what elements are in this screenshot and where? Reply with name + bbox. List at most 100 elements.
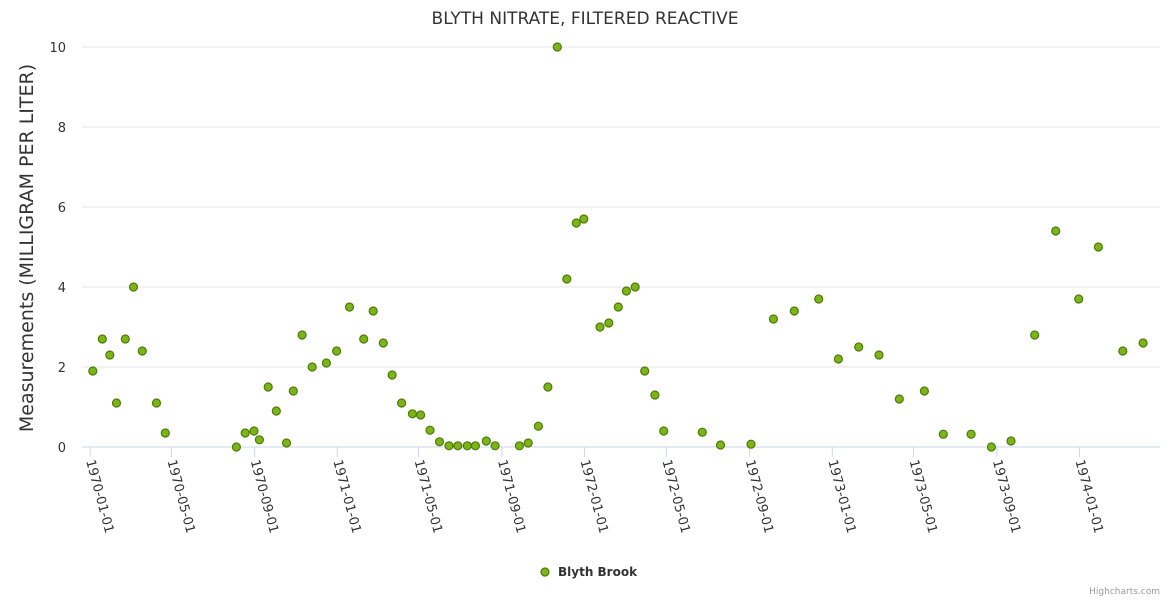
y-axis-ticks: 0 2 4 6 8 10: [49, 41, 66, 456]
y-tick-label: 10: [49, 41, 66, 56]
data-point[interactable]: [231, 442, 241, 452]
data-point[interactable]: [387, 370, 397, 380]
data-point[interactable]: [249, 426, 259, 436]
data-point[interactable]: [425, 425, 435, 435]
y-tick-label: 8: [58, 121, 66, 136]
data-point[interactable]: [481, 436, 491, 446]
x-tick-label: 1972-01-01: [577, 458, 611, 535]
data-point[interactable]: [715, 440, 726, 450]
data-point[interactable]: [650, 390, 660, 400]
x-tick-label: 1971-05-01: [411, 458, 445, 535]
data-point[interactable]: [814, 294, 824, 304]
x-tick-label: 1973-01-01: [824, 458, 858, 535]
x-tick-label: 1970-01-01: [82, 458, 116, 535]
x-tick-label: 1974-01-01: [1072, 458, 1106, 535]
y-tick-label: 0: [58, 441, 66, 456]
data-point[interactable]: [789, 306, 799, 316]
data-point[interactable]: [552, 42, 562, 52]
data-point[interactable]: [307, 362, 317, 372]
data-point[interactable]: [854, 342, 864, 352]
x-tick-label: 1971-09-01: [494, 458, 528, 535]
data-point[interactable]: [543, 382, 553, 392]
grid-lines: [82, 46, 1160, 368]
data-point[interactable]: [490, 441, 500, 451]
credits-link[interactable]: Highcharts.com: [1089, 587, 1160, 597]
data-point[interactable]: [621, 286, 632, 296]
data-point[interactable]: [88, 366, 98, 376]
data-point[interactable]: [281, 438, 292, 448]
data-point[interactable]: [271, 406, 281, 416]
legend[interactable]: Blyth Brook: [540, 565, 638, 579]
data-point[interactable]: [562, 274, 572, 284]
data-point[interactable]: [397, 398, 407, 408]
data-point[interactable]: [434, 437, 445, 447]
data-point[interactable]: [768, 314, 779, 324]
x-tick-label: 1972-05-01: [659, 458, 693, 535]
data-point[interactable]: [359, 334, 369, 344]
data-point[interactable]: [595, 322, 605, 332]
data-point[interactable]: [344, 302, 355, 312]
data-point[interactable]: [571, 218, 581, 228]
data-point[interactable]: [462, 441, 472, 451]
data-point[interactable]: [579, 214, 589, 224]
data-point[interactable]: [630, 282, 640, 292]
data-point[interactable]: [137, 346, 147, 356]
data-point[interactable]: [240, 428, 250, 438]
data-point[interactable]: [1093, 242, 1104, 252]
y-tick-label: 6: [58, 201, 66, 216]
data-point[interactable]: [332, 346, 342, 356]
x-tick-label: 1973-09-01: [989, 458, 1023, 535]
data-point[interactable]: [514, 441, 525, 451]
data-point[interactable]: [533, 421, 544, 431]
data-point[interactable]: [416, 410, 426, 420]
data-point[interactable]: [833, 354, 844, 364]
data-point[interactable]: [111, 398, 122, 408]
x-axis-ticks: 1970-01-01 1970-05-01 1970-09-01 1971-01-01…: [82, 447, 1106, 535]
data-point[interactable]: [1138, 338, 1148, 348]
data-point[interactable]: [97, 334, 107, 344]
data-point[interactable]: [297, 330, 307, 340]
data-point[interactable]: [470, 441, 480, 451]
legend-label[interactable]: Blyth Brook: [558, 565, 638, 579]
data-point[interactable]: [986, 442, 997, 452]
data-point[interactable]: [966, 429, 976, 439]
data-point[interactable]: [1006, 436, 1016, 446]
legend-marker: [540, 567, 550, 577]
data-point[interactable]: [919, 386, 930, 396]
data-point[interactable]: [640, 366, 650, 376]
x-tick-label: 1972-09-01: [742, 458, 776, 535]
x-tick-label: 1970-09-01: [247, 458, 281, 535]
y-tick-label: 2: [58, 361, 66, 376]
data-point[interactable]: [444, 441, 454, 451]
x-tick-label: 1973-05-01: [906, 458, 940, 535]
data-point[interactable]: [604, 318, 614, 328]
data-point[interactable]: [288, 386, 298, 396]
data-point[interactable]: [407, 409, 417, 419]
data-point[interactable]: [321, 358, 331, 368]
data-point[interactable]: [254, 435, 264, 445]
chart-title: BLYTH NITRATE, FILTERED REACTIVE: [432, 9, 739, 29]
data-point[interactable]: [523, 438, 533, 448]
data-point[interactable]: [613, 302, 623, 312]
data-point[interactable]: [659, 426, 669, 436]
data-point[interactable]: [160, 428, 170, 438]
data-point[interactable]: [874, 350, 884, 360]
data-point[interactable]: [746, 439, 756, 449]
data-point[interactable]: [151, 398, 162, 408]
data-point[interactable]: [263, 382, 273, 392]
data-point[interactable]: [1051, 226, 1061, 236]
data-point[interactable]: [453, 441, 463, 451]
data-point[interactable]: [1118, 346, 1128, 356]
data-point[interactable]: [378, 338, 388, 348]
data-point[interactable]: [697, 427, 707, 437]
data-point[interactable]: [1030, 330, 1040, 340]
data-point[interactable]: [938, 429, 948, 439]
data-point[interactable]: [128, 282, 139, 292]
data-point[interactable]: [368, 306, 378, 316]
data-point[interactable]: [120, 334, 130, 344]
data-point[interactable]: [105, 350, 115, 360]
data-point[interactable]: [1074, 294, 1084, 304]
data-point[interactable]: [894, 394, 904, 404]
